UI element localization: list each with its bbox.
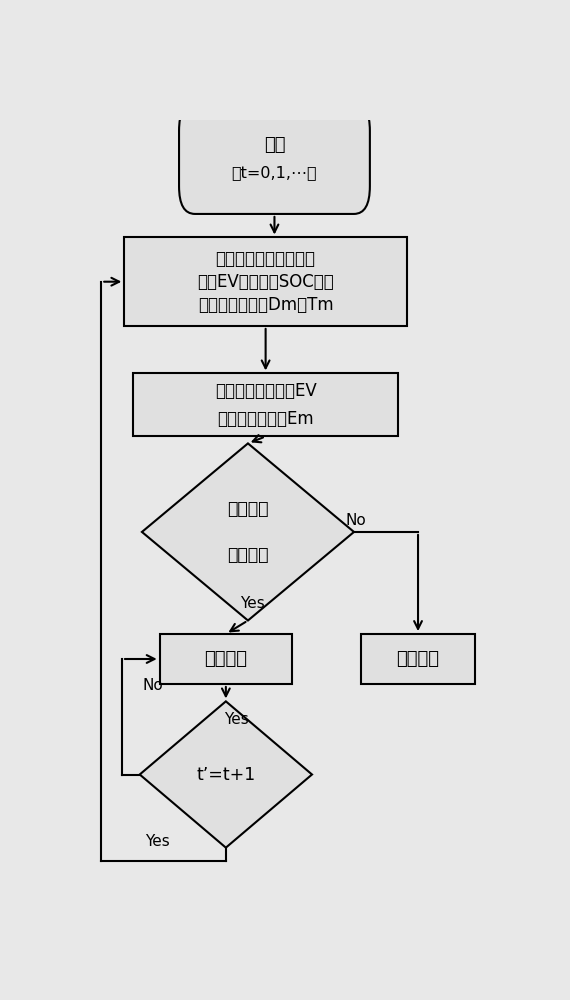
Text: 直接充电: 直接充电: [397, 650, 439, 668]
Text: No: No: [142, 678, 164, 693]
Bar: [133, 373, 398, 436]
Text: 配合与否: 配合与否: [227, 546, 268, 564]
FancyBboxPatch shape: [179, 103, 370, 214]
Bar: [160, 634, 292, 684]
Text: 参与调度: 参与调度: [205, 650, 247, 668]
Text: 数：EV荷电状态SOC，用: 数：EV荷电状态SOC，用: [197, 273, 334, 291]
Text: Yes: Yes: [240, 596, 264, 611]
Polygon shape: [140, 701, 312, 848]
Text: 用户选择: 用户选择: [227, 500, 268, 518]
Bar: [361, 634, 475, 684]
Text: t’=t+1: t’=t+1: [196, 766, 255, 784]
Bar: [124, 237, 407, 326]
Text: No: No: [346, 513, 367, 528]
Text: Yes: Yes: [225, 712, 249, 727]
Polygon shape: [142, 443, 354, 620]
Text: 计算建议配合度Em: 计算建议配合度Em: [217, 410, 314, 428]
Text: （t=0,1,⋯）: （t=0,1,⋯）: [231, 165, 317, 180]
Text: 用户设备层为每辆EV: 用户设备层为每辆EV: [215, 382, 316, 400]
Text: 用户设备层获取充电参: 用户设备层获取充电参: [215, 250, 316, 268]
Text: 开始: 开始: [264, 136, 285, 154]
Text: 户设置需求里程Dm与Tm: 户设置需求里程Dm与Tm: [198, 296, 333, 314]
Text: Yes: Yes: [145, 834, 170, 849]
